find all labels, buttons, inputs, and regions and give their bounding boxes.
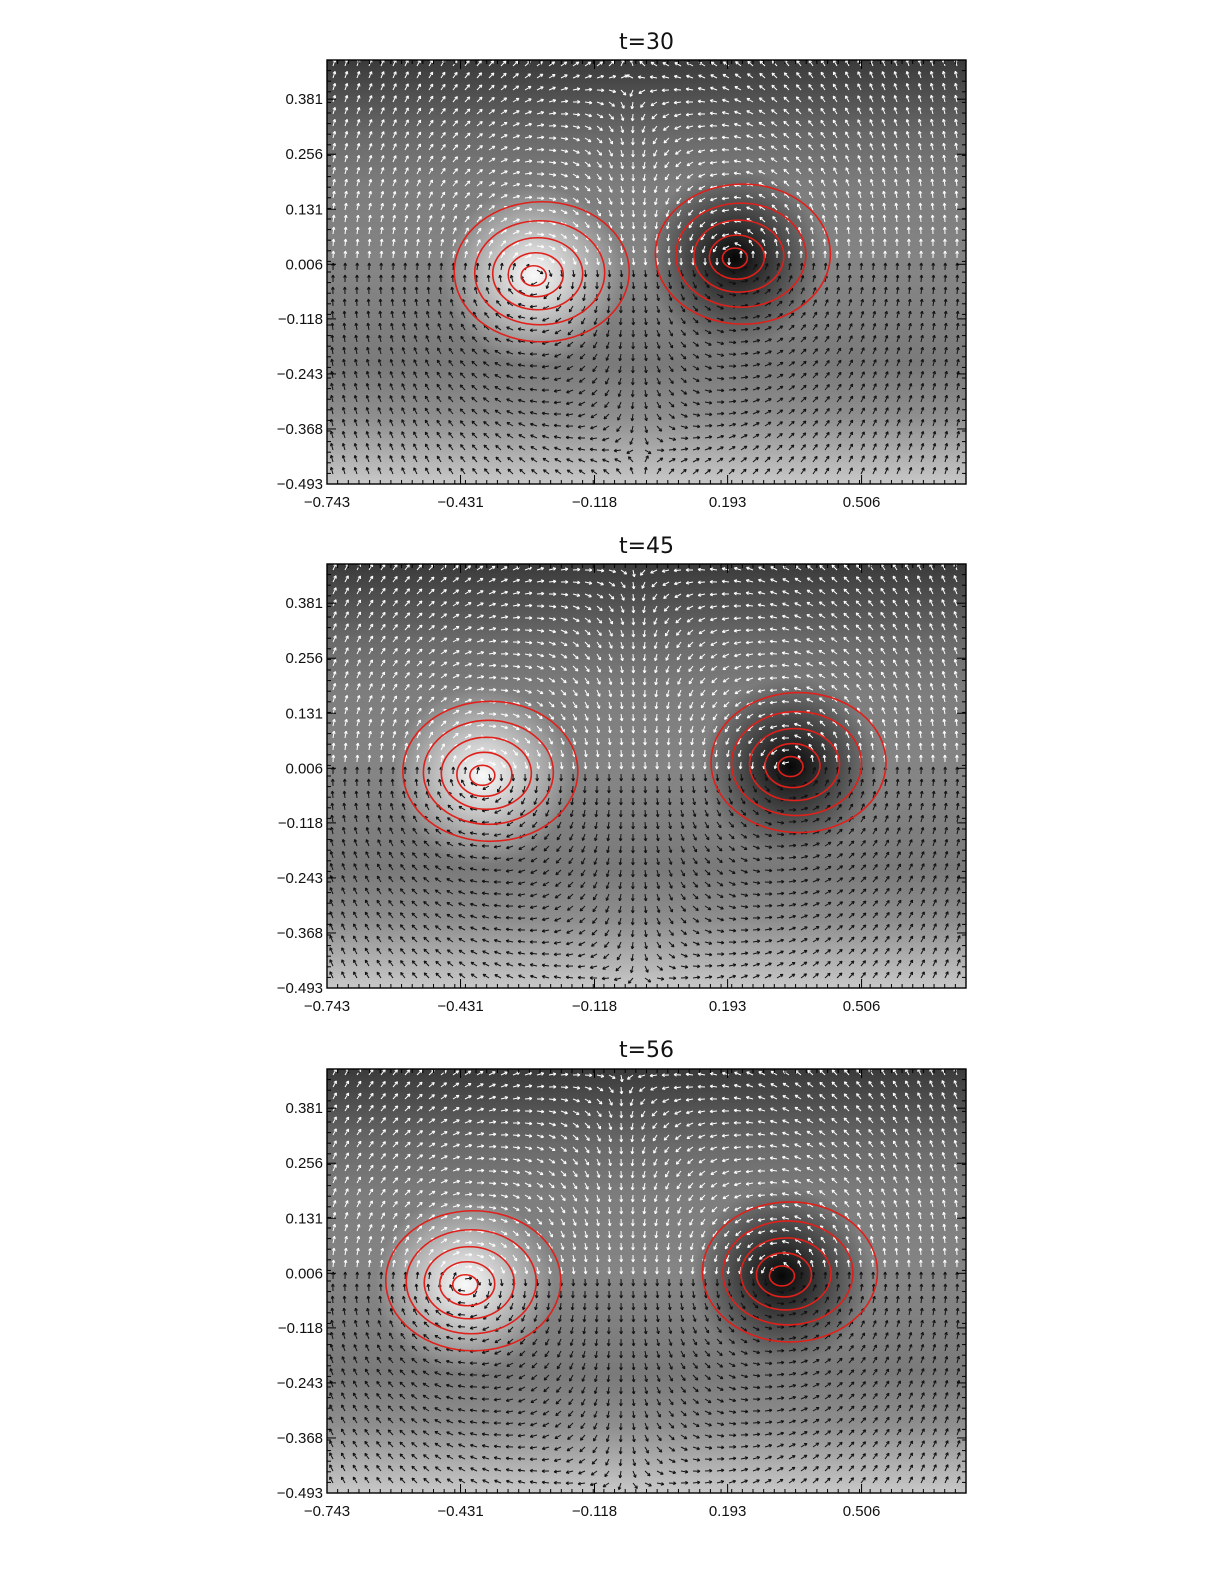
y-tick-label: 0.006 [285, 760, 323, 777]
y-tick-label: 0.131 [285, 1210, 323, 1227]
y-tick-label: 0.131 [285, 705, 323, 722]
x-tick-label: −0.431 [437, 1503, 483, 1520]
y-tick-label: 0.381 [285, 595, 323, 612]
x-tick-label: −0.743 [304, 1503, 350, 1520]
y-tick-label: −0.493 [277, 980, 323, 997]
red-contours [402, 691, 887, 843]
x-tick-label: −0.743 [304, 494, 350, 511]
x-tick-label: −0.431 [437, 494, 483, 511]
y-tick-label: −0.118 [278, 1320, 323, 1337]
y-tick-label: 0.256 [285, 146, 323, 163]
y-tick-label: 0.131 [285, 201, 323, 218]
y-tick-label: −0.493 [277, 476, 323, 493]
y-tick-label: −0.243 [277, 1375, 323, 1392]
x-tick-label: −0.743 [304, 998, 350, 1015]
x-tick-label: 0.506 [843, 998, 881, 1015]
x-tick-label: 0.193 [709, 1503, 747, 1520]
red-contours [384, 1201, 879, 1352]
x-tick-label: −0.431 [437, 998, 483, 1015]
y-tick-label: −0.368 [277, 1430, 323, 1447]
x-tick-label: −0.118 [572, 998, 617, 1015]
red-contours [453, 183, 832, 343]
y-tick-label: 0.381 [285, 91, 323, 108]
y-tick-label: 0.006 [285, 256, 323, 273]
y-tick-label: 0.381 [285, 1100, 323, 1117]
x-tick-label: 0.193 [709, 998, 747, 1015]
y-tick-label: −0.243 [277, 366, 323, 383]
y-tick-label: 0.256 [285, 650, 323, 667]
panel-title: t=30 [618, 30, 675, 55]
velocity-arrows [329, 564, 961, 984]
panel-title: t=56 [618, 1038, 675, 1063]
y-tick-label: −0.118 [278, 311, 323, 328]
velocity-arrows [329, 1069, 961, 1491]
x-tick-label: −0.118 [572, 1503, 617, 1520]
y-tick-label: −0.368 [277, 421, 323, 438]
y-tick-label: −0.493 [277, 1485, 323, 1502]
x-tick-label: 0.506 [843, 1503, 881, 1520]
x-tick-label: −0.118 [572, 494, 617, 511]
x-tick-label: 0.193 [709, 494, 747, 511]
y-tick-label: −0.243 [277, 870, 323, 887]
y-tick-label: −0.368 [277, 925, 323, 942]
y-tick-label: −0.118 [278, 815, 323, 832]
plot-svg: −0.743 −0.431 −0.118 0.193 0.506 0.381 0.256 0.… [277, 59, 967, 511]
panel-title: t=45 [618, 534, 675, 559]
y-tick-label: 0.006 [285, 1265, 323, 1282]
plot-svg: −0.743 −0.431 −0.118 0.193 0.506 0.381 0.256 0.… [277, 563, 967, 1015]
x-tick-label: 0.506 [843, 494, 881, 511]
y-tick-label: 0.256 [285, 1155, 323, 1172]
